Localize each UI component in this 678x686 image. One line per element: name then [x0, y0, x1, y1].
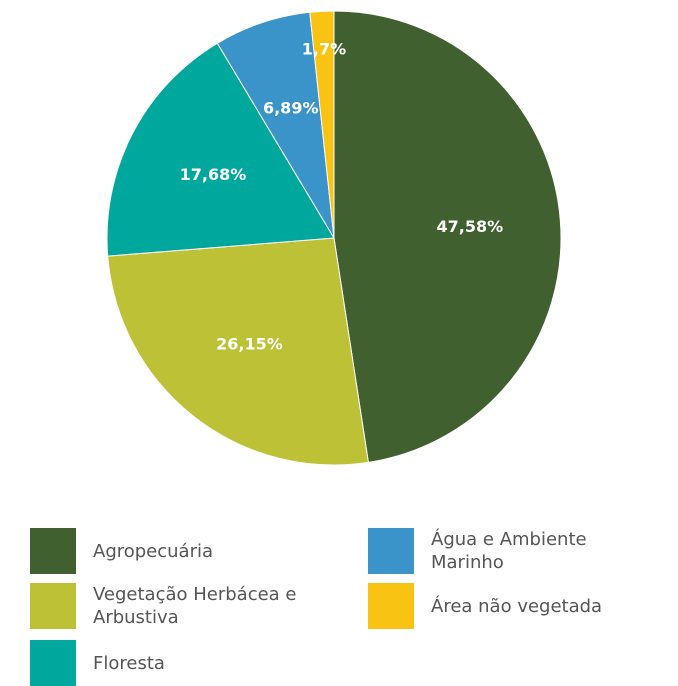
slice-label: 26,15%: [216, 334, 283, 353]
pie-slice: [333, 10, 562, 463]
legend-swatch: [368, 528, 414, 574]
legend-swatch: [30, 583, 76, 629]
legend-swatch: [30, 640, 76, 686]
legend-swatch: [30, 528, 76, 574]
legend-item: Floresta: [30, 640, 323, 686]
slice-label: 6,89%: [263, 98, 319, 117]
pie-slice: [309, 10, 335, 239]
legend-swatch: [368, 583, 414, 629]
legend-item: Área não vegetada: [368, 583, 661, 629]
legend-item: Vegetação Herbácea e Arbustiva: [30, 583, 323, 629]
slice-label: 1,7%: [302, 39, 346, 58]
chart: 47,58% 26,15% 17,68% 6,89% 1,7%: [106, 10, 562, 466]
legend-label: Área não vegetada: [431, 595, 603, 617]
legend-label: Agropecuária: [93, 540, 214, 562]
legend-item: Água e Ambiente Marinho: [368, 528, 661, 574]
legend-label: Água e Ambiente Marinho: [431, 529, 587, 573]
legend-label: Floresta: [93, 652, 165, 674]
slice-label: 47,58%: [436, 217, 503, 236]
legend-label: Vegetação Herbácea e Arbustiva: [93, 584, 297, 628]
pie-slice: [107, 237, 369, 466]
legend-item: Agropecuária: [30, 528, 323, 574]
pie-slice: [106, 42, 335, 257]
slice-label: 17,68%: [180, 165, 247, 184]
